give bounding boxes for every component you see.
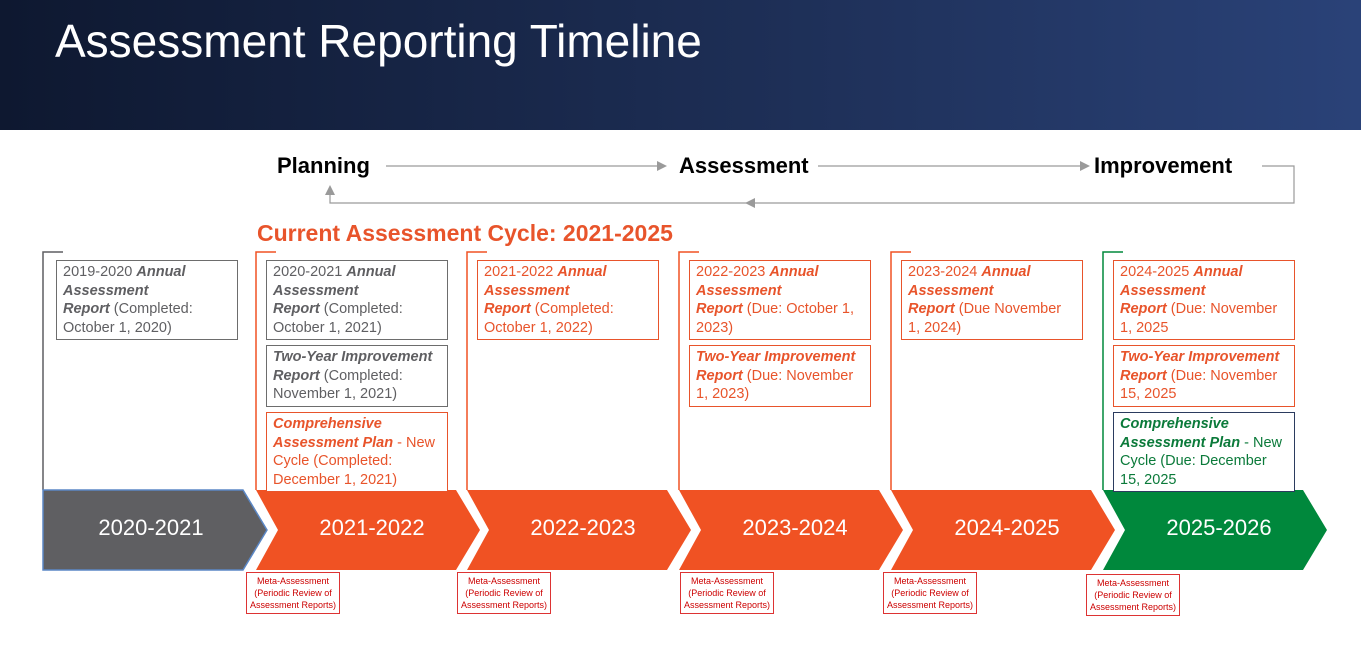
note-lead: 2022-2023 [696,264,766,280]
arrowhead [325,185,335,195]
note-lead: 2019-2020 [63,264,133,280]
note: Two-Year Improvement Report (Completed: N… [266,345,448,407]
meta-assessment: Meta-Assessment (Periodic Review of Asses… [1086,574,1180,616]
note-detail: (Due: October 1, 2023) [696,301,854,336]
arrowhead [1080,161,1090,171]
bracket [42,251,63,490]
meta-title: Meta-Assessment [1096,578,1170,588]
note: Comprehensive Assessment Plan - New Cycle… [1113,412,1295,492]
current-cycle: Current Assessment Cycle: 2021-2025 [257,220,673,246]
note-lead: 2021-2022 [484,264,554,280]
note: Two-Year Improvement Report (Due: Novembe… [1113,345,1295,407]
year-chevron [679,490,903,570]
year-label: 2024-2025 [954,515,1060,540]
note-emphasis: Annual Assessment Report [273,264,396,317]
note-emphasis: Annual Assessment Report [63,264,186,317]
bracket [678,251,699,490]
meta-title: Meta-Assessment [893,576,967,586]
arrowhead [657,161,667,171]
note-emphasis: Two-Year Improvement Report [273,349,433,384]
note-emphasis: Annual Assessment Report [484,264,607,317]
meta-assessment: Meta-Assessment (Periodic Review of Asses… [457,572,551,614]
note-detail: (Due: November 1, 2023) [696,367,854,403]
cycle-arrows [329,165,1295,204]
year-chevron [1103,490,1327,570]
year-label: 2020-2021 [98,515,204,540]
bracket [466,251,487,490]
meta-text: (Periodic Review of Assessment Reports) [683,588,771,610]
meta-title: Meta-Assessment [467,576,541,586]
note-detail: (Completed: October 1, 2021) [273,301,403,336]
cycle-step: Improvement [1094,153,1233,178]
meta-title: Meta-Assessment [256,576,330,586]
note: 2022-2023 Annual Assessment Report (Due: O… [689,260,871,340]
timeline-shapes [42,251,1327,571]
cycle-step: Planning [277,153,370,178]
note-emphasis: Comprehensive Assessment Plan [273,416,394,451]
meta-assessment: Meta-Assessment (Periodic Review of Asses… [246,572,340,614]
meta-text: (Periodic Review of Assessment Reports) [249,588,337,610]
year-label: 2023-2024 [742,515,848,540]
note-detail: (Completed: October 1, 2020) [63,301,193,336]
note: 2020-2021 Annual Assessment Report (Comple… [266,260,448,340]
arrowhead [745,198,755,208]
note-detail: (Completed: November 1, 2021) [273,367,403,403]
note: 2024-2025 Annual Assessment Report (Due: N… [1113,260,1295,340]
year-label: 2025-2026 [1166,515,1272,540]
note-detail: (Due November 1, 2024) [908,301,1062,336]
note: 2019-2020 Annual Assessment Report (Comple… [56,260,238,340]
year-chevron [42,489,268,571]
note-emphasis: Annual Assessment Report [1120,264,1243,317]
note: Two-Year Improvement Report (Due: Novembe… [689,345,871,407]
note: 2023-2024 Annual Assessment Report (Due No… [901,260,1083,340]
note-lead: 2023-2024 [908,264,978,280]
bracket [255,251,276,490]
meta-assessment: Meta-Assessment (Periodic Review of Asses… [680,572,774,614]
year-chevron [891,490,1115,570]
header: Assessment Reporting Timeline [0,0,1361,130]
year-label: 2021-2022 [319,515,425,540]
note-detail: (Due: November 15, 2025 [1120,367,1278,403]
note: 2021-2022 Annual Assessment Report (Comple… [477,260,659,340]
meta-text: (Periodic Review of Assessment Reports) [1089,590,1177,612]
note-lead: 2020-2021 [273,264,343,280]
bracket [890,251,911,490]
note-lead: 2024-2025 [1120,264,1190,280]
year-label: 2022-2023 [530,515,636,540]
note-emphasis: Comprehensive Assessment Plan [1120,416,1241,451]
note-detail: - New Cycle (Due: December 15, 2025 [1120,434,1283,488]
meta-text: (Periodic Review of Assessment Reports) [460,588,548,610]
meta-text: (Periodic Review of Assessment Reports) [886,588,974,610]
note-emphasis: Annual Assessment Report [696,264,819,317]
note-emphasis: Two-Year Improvement Report [696,349,856,384]
title: Assessment Reporting Timeline [55,15,702,67]
note-emphasis: Annual Assessment Report [908,264,1031,317]
year-chevron [467,490,691,570]
bracket [1102,251,1123,490]
note-detail: - New Cycle (Completed: December 1, 2021… [273,434,436,488]
note-emphasis: Two-Year Improvement Report [1120,349,1280,384]
cycle-step: Assessment [679,153,809,178]
return-arrow [329,165,1295,204]
meta-assessment: Meta-Assessment (Periodic Review of Asses… [883,572,977,614]
note-detail: (Due: November 1, 2025 [1120,301,1278,336]
year-chevron [256,490,480,570]
meta-title: Meta-Assessment [690,576,764,586]
arrowheads [325,161,1090,208]
note: Comprehensive Assessment Plan - New Cycle… [266,412,448,492]
note-detail: (Completed: October 1, 2022) [484,301,614,336]
